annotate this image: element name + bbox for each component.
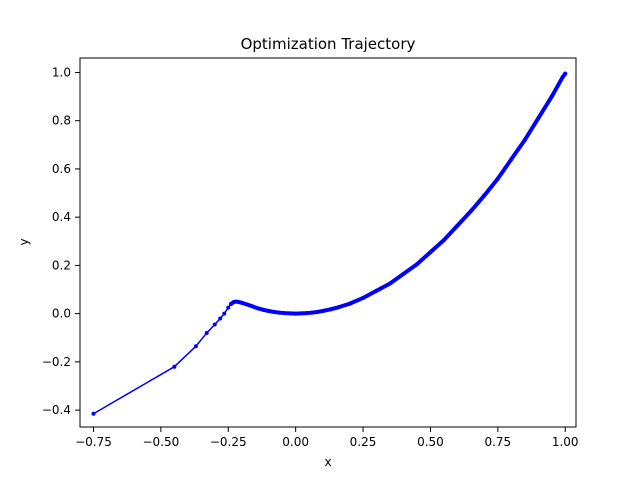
x-tick-label: 0.50	[417, 435, 444, 449]
chart-title: Optimization Trajectory	[241, 35, 416, 53]
x-tick-label: 0.25	[350, 435, 377, 449]
y-tick-label: 1.0	[52, 65, 71, 79]
y-tick-label: 0.0	[52, 307, 71, 321]
y-axis-label: y	[17, 238, 31, 245]
y-tick-label: 0.2	[52, 258, 71, 272]
data-point	[212, 322, 217, 327]
data-point	[204, 330, 209, 335]
y-tick-label: 0.6	[52, 162, 71, 176]
data-point	[222, 311, 227, 316]
x-tick-label: 1.00	[552, 435, 579, 449]
y-tick-label: 0.4	[52, 210, 71, 224]
data-point	[172, 364, 177, 369]
y-tick-label: −0.4	[42, 403, 71, 417]
plot-frame	[79, 57, 577, 428]
series-dense-band	[228, 71, 568, 316]
y-axis: −0.4 −0.2 0.0 0.2 0.4 0.6 0.8 1.0	[42, 65, 80, 417]
y-tick-label: 0.8	[52, 114, 71, 128]
data-point	[91, 411, 96, 416]
x-axis-label: x	[324, 455, 331, 469]
x-tick-label: −0.50	[142, 435, 179, 449]
plot-area	[91, 71, 568, 416]
x-tick-label: 0.00	[282, 435, 309, 449]
x-tick-label: −0.25	[210, 435, 247, 449]
data-point	[218, 316, 223, 321]
data-point	[226, 305, 231, 310]
x-tick-label: −0.75	[75, 435, 112, 449]
x-tick-label: 0.75	[484, 435, 511, 449]
y-tick-label: −0.2	[42, 355, 71, 369]
data-point	[193, 344, 198, 349]
series-line	[93, 73, 566, 415]
x-axis: −0.75 −0.50 −0.25 0.00 0.25 0.50 0.75 1.00	[75, 427, 579, 449]
